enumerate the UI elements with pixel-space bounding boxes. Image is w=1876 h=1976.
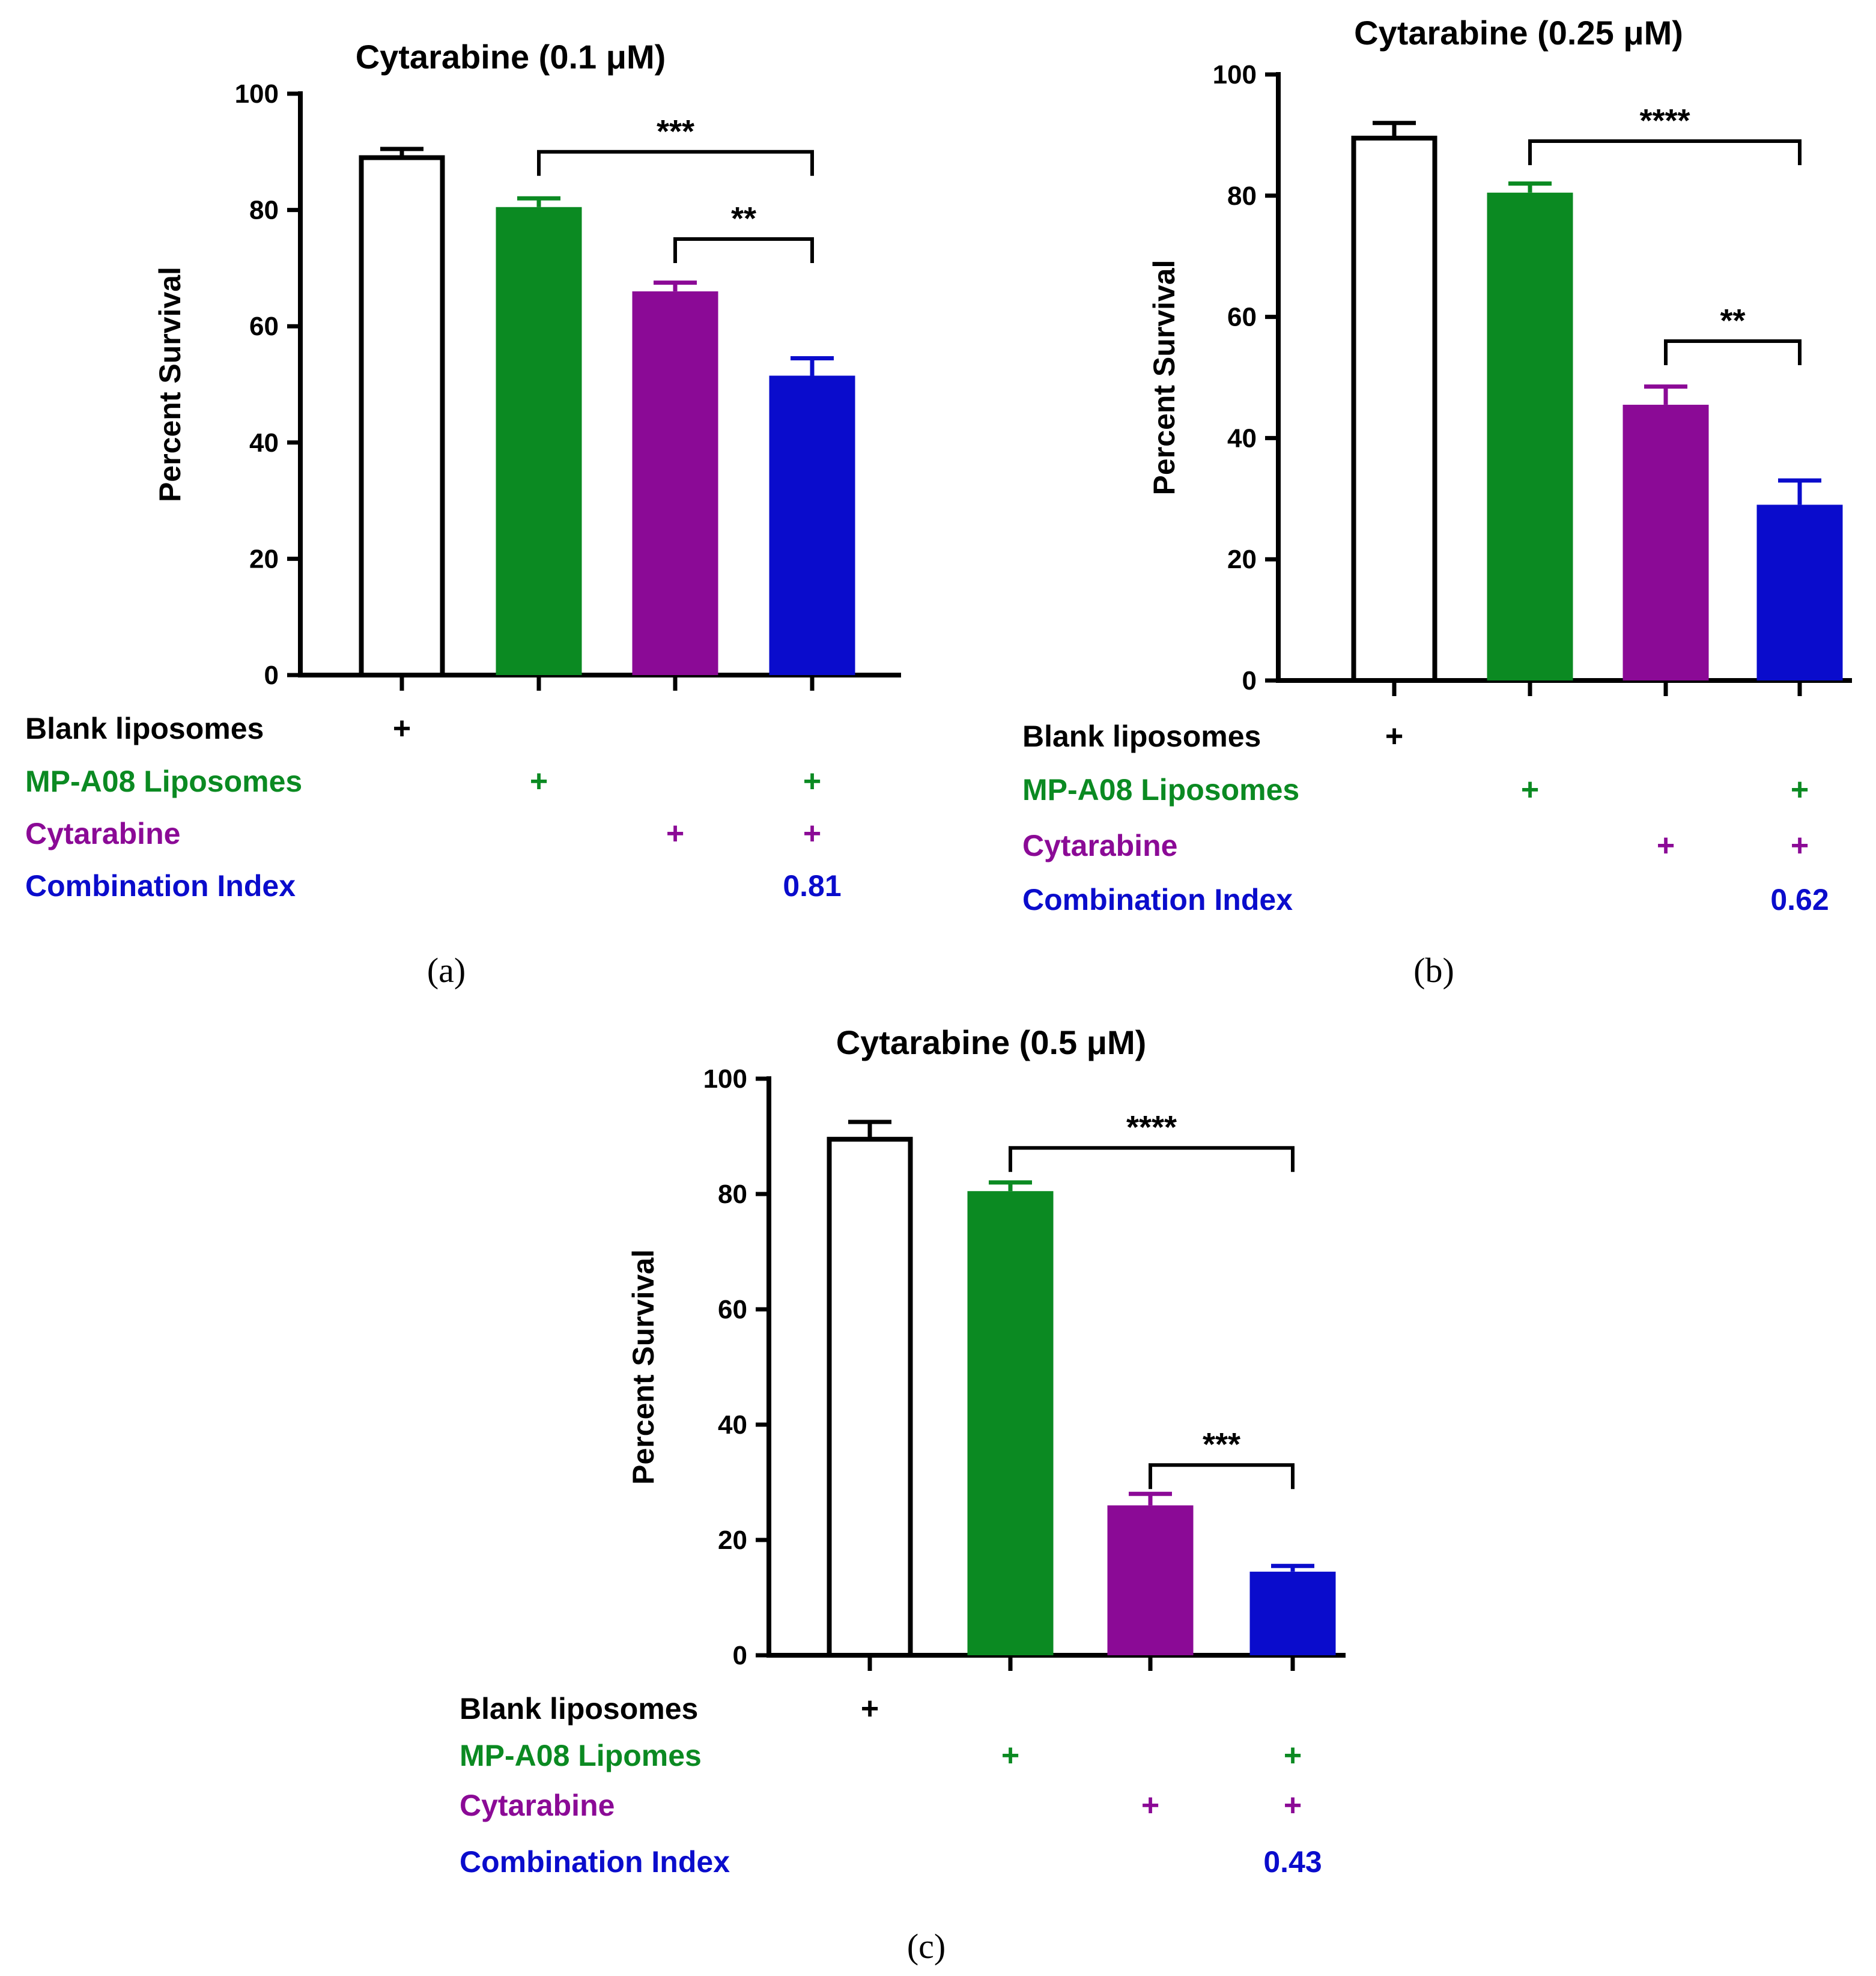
bar: [967, 1191, 1054, 1655]
treatment-plus-mark: +: [1284, 1788, 1302, 1823]
y-tick-label: 20: [249, 544, 279, 574]
bar: [632, 291, 718, 675]
y-axis-label: Percent Survival: [627, 1249, 660, 1485]
y-tick-label: 80: [249, 196, 279, 225]
treatment-row-label: Combination Index: [1022, 883, 1293, 917]
chart-title: Cytarabine (0.25 μM): [1354, 14, 1683, 52]
treatment-row-label: Blank liposomes: [25, 712, 264, 745]
y-tick-label: 40: [1227, 423, 1257, 453]
bar: [1756, 505, 1843, 680]
y-tick-label: 100: [1213, 60, 1257, 89]
chart-title: Cytarabine (0.1 μM): [356, 38, 666, 76]
panel-label: (b): [1413, 951, 1454, 990]
significance-stars: ****: [1126, 1109, 1177, 1145]
bar: [769, 375, 855, 675]
significance-bracket: [537, 150, 814, 176]
treatment-plus-mark: +: [1657, 828, 1675, 863]
significance-bracket: [1149, 1463, 1295, 1490]
significance-bracket: [1528, 139, 1802, 165]
treatment-row-label: Combination Index: [25, 869, 296, 903]
y-tick-label: 0: [1242, 666, 1257, 696]
significance-stars: ****: [1639, 103, 1690, 139]
significance-bracket: [1664, 339, 1802, 365]
bar: [496, 207, 582, 675]
treatment-plus-mark: +: [803, 816, 821, 851]
treatment-plus-mark: +: [1284, 1738, 1302, 1773]
treatment-plus-mark: +: [861, 1691, 879, 1726]
bar: [827, 1136, 913, 1658]
significance-stars: ***: [1203, 1426, 1240, 1462]
chart-panel-a: Cytarabine (0.1 μM) Percent Survival 0 20 40…: [25, 38, 901, 990]
y-tick-label: 100: [235, 79, 279, 109]
treatment-row-label: MP-A08 Lipomes: [460, 1739, 702, 1772]
significance-stars: **: [731, 201, 756, 237]
y-tick-label: 20: [1227, 545, 1257, 574]
significance-bracket: [673, 237, 814, 263]
treatment-row-label: Blank liposomes: [460, 1692, 698, 1726]
bar: [1249, 1571, 1336, 1655]
y-tick-label: 40: [718, 1410, 747, 1440]
significance-stars: **: [1720, 303, 1745, 339]
bar: [1351, 135, 1437, 683]
treatment-plus-mark: +: [1385, 719, 1403, 754]
y-tick-label: 0: [733, 1641, 747, 1670]
treatment-plus-mark: +: [530, 764, 548, 799]
bar: [1487, 192, 1573, 680]
significance-stars: ***: [657, 114, 694, 150]
chart-panel-b: Cytarabine (0.25 μM) Percent Survival 0 20 4…: [1022, 14, 1852, 990]
treatment-plus-mark: +: [1001, 1738, 1019, 1773]
combination-index-value: 0.43: [1263, 1845, 1322, 1879]
y-tick-label: 100: [703, 1064, 747, 1094]
significance-bracket: [1009, 1146, 1295, 1172]
y-tick-label: 60: [1227, 303, 1257, 332]
treatment-row-label: Cytarabine: [460, 1789, 615, 1822]
y-tick-label: 0: [264, 661, 279, 690]
y-tick-label: 80: [1227, 181, 1257, 211]
combination-index-value: 0.81: [783, 869, 841, 903]
treatment-plus-mark: +: [666, 816, 684, 851]
combination-index-value: 0.62: [1770, 883, 1829, 917]
treatment-row-label: Combination Index: [460, 1845, 730, 1879]
bar: [359, 155, 445, 678]
y-axis-label: Percent Survival: [1147, 260, 1181, 496]
treatment-row-label: MP-A08 Liposomes: [25, 765, 302, 798]
treatment-plus-mark: +: [1141, 1788, 1159, 1823]
treatment-plus-mark: +: [1791, 772, 1809, 807]
treatment-row-label: Cytarabine: [1022, 829, 1177, 862]
treatment-row-label: Cytarabine: [25, 817, 180, 850]
y-tick-label: 60: [249, 312, 279, 341]
chart-title: Cytarabine (0.5 μM): [836, 1023, 1147, 1061]
bar: [1107, 1505, 1194, 1655]
chart-panel-c: Cytarabine (0.5 μM) Percent Survival 0 20 40…: [460, 1023, 1346, 1966]
treatment-plus-mark: +: [1521, 772, 1539, 807]
treatment-row-label: Blank liposomes: [1022, 720, 1261, 753]
treatment-row-label: MP-A08 Liposomes: [1022, 773, 1299, 807]
treatment-plus-mark: +: [393, 711, 411, 746]
bar: [1623, 404, 1709, 680]
panel-label: (c): [907, 1927, 946, 1966]
y-tick-label: 60: [718, 1295, 747, 1324]
y-tick-label: 40: [249, 428, 279, 458]
y-tick-label: 20: [718, 1526, 747, 1555]
y-tick-label: 80: [718, 1180, 747, 1209]
y-axis-label: Percent Survival: [153, 267, 187, 502]
treatment-plus-mark: +: [1791, 828, 1809, 863]
treatment-plus-mark: +: [803, 764, 821, 799]
panel-label: (a): [427, 951, 466, 990]
